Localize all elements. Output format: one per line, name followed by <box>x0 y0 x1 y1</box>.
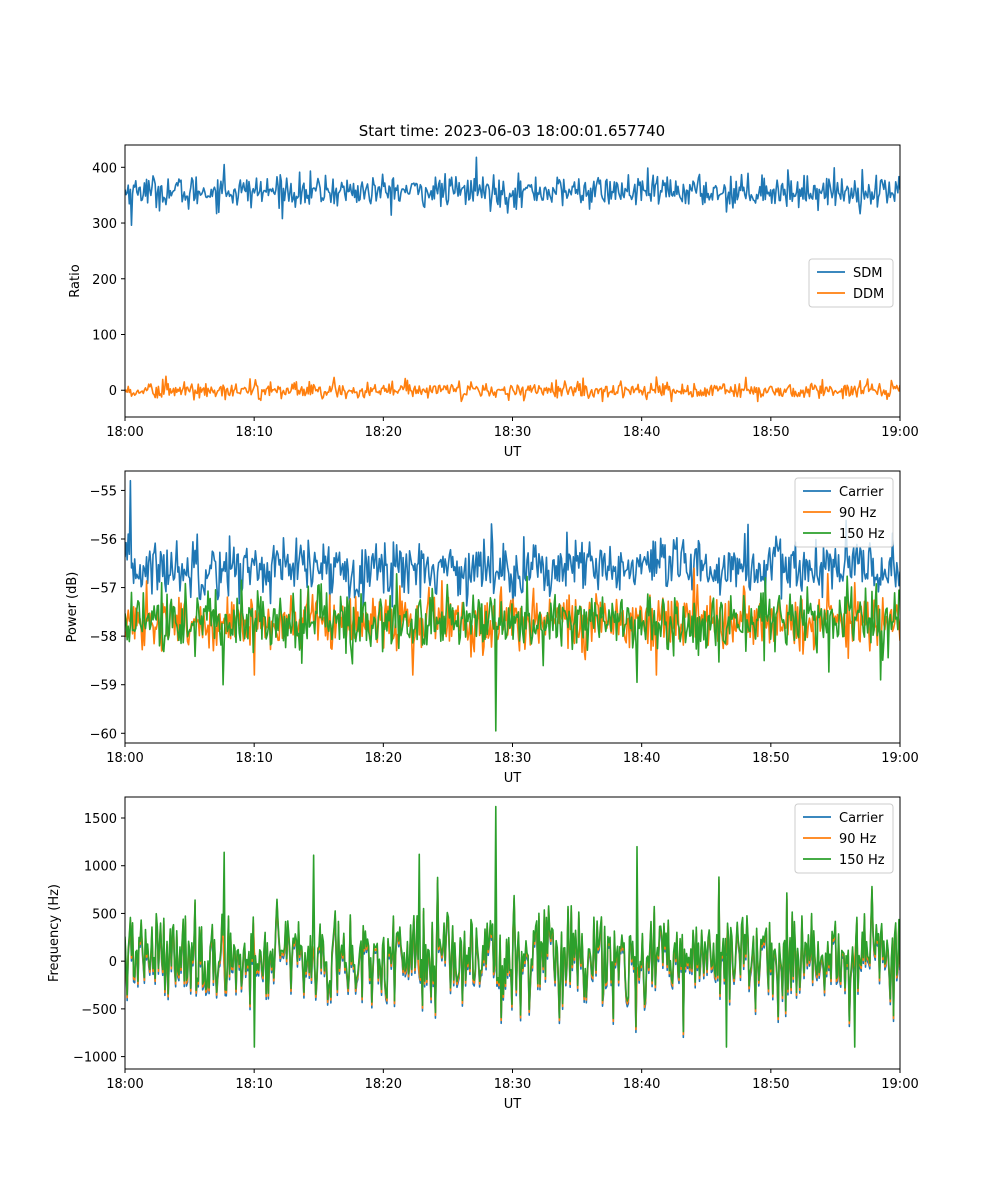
y-tick-label: 1000 <box>84 860 117 875</box>
x-tick-label: 18:20 <box>365 751 402 766</box>
y-tick-label: −57 <box>90 582 117 597</box>
legend-label: 90 Hz <box>839 506 876 521</box>
subplot-3: 18:00 18:10 18:20 18:30 18:40 18:50 19:00 −1000… <box>47 796 919 1112</box>
y-tick-label: 400 <box>92 161 117 176</box>
series-line-sdm <box>125 156 900 227</box>
x-tick-label: 18:50 <box>752 425 789 440</box>
y-axis-label: Power (dB) <box>65 572 80 643</box>
x-tick-label: 18:10 <box>235 425 272 440</box>
legend: Carrier 90 Hz 150 Hz <box>794 803 894 874</box>
legend-label: 150 Hz <box>839 527 885 542</box>
y-tick-label: −55 <box>90 484 117 499</box>
x-tick-label: 19:00 <box>881 425 918 440</box>
figure-title: Start time: 2023-06-03 18:00:01.657740 <box>359 122 665 140</box>
x-tick-label: 18:40 <box>623 425 660 440</box>
y-tick-label: −60 <box>90 727 117 742</box>
x-tick-label: 18:00 <box>106 1077 143 1092</box>
series-line-150-hz <box>125 805 900 1048</box>
x-axis-label: UT <box>504 445 522 460</box>
legend-label: SDM <box>853 266 882 281</box>
legend-label: DDM <box>853 287 884 302</box>
x-tick-label: 18:50 <box>752 1077 789 1092</box>
y-tick-label: −500 <box>81 1003 117 1018</box>
legend-box <box>794 803 894 874</box>
x-tick-label: 18:20 <box>365 1077 402 1092</box>
series-line-carrier <box>125 479 900 608</box>
x-tick-label: 18:40 <box>623 751 660 766</box>
legend-label: 90 Hz <box>839 832 876 847</box>
subplot-1: 18:00 18:10 18:20 18:30 18:40 18:50 19:00 0 100 2… <box>68 144 919 460</box>
x-axis-label: UT <box>504 771 522 786</box>
subplot-2: 18:00 18:10 18:20 18:30 18:40 18:50 19:00 −60 −5… <box>65 470 919 786</box>
x-tick-label: 19:00 <box>881 1077 918 1092</box>
y-tick-label: −58 <box>90 630 117 645</box>
y-tick-label: −1000 <box>73 1051 117 1066</box>
x-tick-label: 18:30 <box>494 1077 531 1092</box>
x-tick-label: 18:50 <box>752 751 789 766</box>
legend-box <box>794 477 894 548</box>
legend-label: Carrier <box>839 485 884 500</box>
legend-label: 150 Hz <box>839 853 885 868</box>
x-tick-label: 18:10 <box>235 1077 272 1092</box>
y-tick-label: 0 <box>109 384 117 399</box>
legend: Carrier 90 Hz 150 Hz <box>794 477 894 548</box>
y-tick-label: 200 <box>92 273 117 288</box>
y-tick-label: −56 <box>90 533 117 548</box>
y-tick-label: 0 <box>109 955 117 970</box>
y-tick-label: 300 <box>92 217 117 232</box>
x-tick-label: 18:00 <box>106 425 143 440</box>
x-tick-label: 18:30 <box>494 751 531 766</box>
y-tick-label: −59 <box>90 679 117 694</box>
legend-box <box>808 258 894 308</box>
series-line-150-hz <box>125 572 900 732</box>
y-axis-label: Frequency (Hz) <box>47 884 62 982</box>
x-tick-label: 18:20 <box>365 425 402 440</box>
y-tick-label: 500 <box>92 907 117 922</box>
series-line-ddm <box>125 375 900 403</box>
legend: SDM DDM <box>808 258 894 308</box>
x-tick-label: 18:40 <box>623 1077 660 1092</box>
y-tick-label: 1500 <box>84 812 117 827</box>
legend-label: Carrier <box>839 811 884 826</box>
x-tick-label: 18:00 <box>106 751 143 766</box>
y-axis-label: Ratio <box>68 264 83 297</box>
x-tick-label: 18:30 <box>494 425 531 440</box>
x-tick-label: 19:00 <box>881 751 918 766</box>
y-tick-label: 100 <box>92 329 117 344</box>
x-axis-label: UT <box>504 1097 522 1112</box>
x-tick-label: 18:10 <box>235 751 272 766</box>
